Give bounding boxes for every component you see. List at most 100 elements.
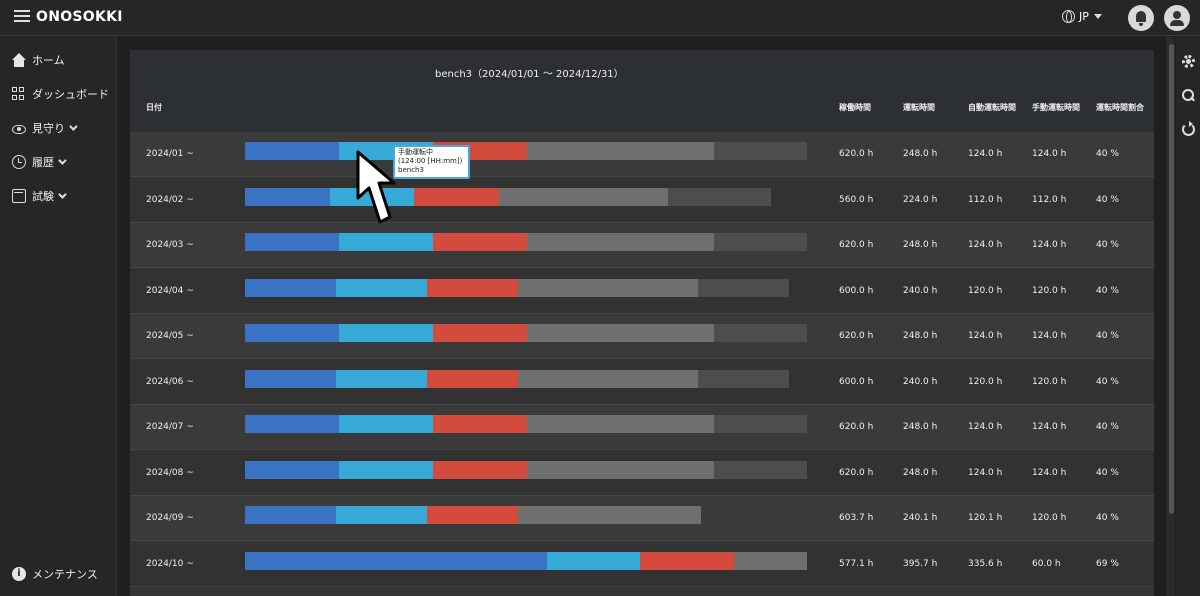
row-date: 2024/08 ~ <box>146 467 194 478</box>
row-auto-time: 124.0 h <box>968 467 1003 478</box>
timeline-bar[interactable] <box>245 506 701 524</box>
row-operating-time: 560.0 h <box>839 194 874 205</box>
bar-segment-red[interactable] <box>640 551 734 570</box>
table-row[interactable]: 2024/01 ~ 620.0 h 248.0 h 124.0 h 124.0 h 40 … <box>130 132 1154 177</box>
bar-segment-gray[interactable] <box>518 278 698 297</box>
row-operating-time: 577.1 h <box>839 558 874 569</box>
sidebar-item-history[interactable]: 履歴 <box>12 153 67 171</box>
row-operating-time: 600.0 h <box>839 376 874 387</box>
sidebar-item-label: ダッシュボード <box>32 88 109 101</box>
bar-segment-gray[interactable] <box>527 460 714 479</box>
tooltip-device: bench3 <box>398 166 424 174</box>
row-running-ratio: 40 % <box>1096 331 1119 341</box>
bar-segment-auto[interactable] <box>245 142 339 160</box>
table-row[interactable]: 2024/04 ~ 600.0 h 240.0 h 120.0 h 120.0 h 40 … <box>130 268 1154 314</box>
header-running-time: 運転時間 <box>903 103 935 112</box>
bar-segment-red[interactable] <box>433 324 527 342</box>
user-avatar-icon[interactable] <box>1164 5 1190 31</box>
bar-segment-auto[interactable] <box>245 369 336 388</box>
bar-segment-gray[interactable] <box>527 233 714 251</box>
timeline-bar[interactable] <box>245 460 807 479</box>
bar-segment-manual[interactable] <box>336 369 427 388</box>
bar-segment-auto[interactable] <box>245 506 336 524</box>
row-date: 2024/06 ~ <box>146 376 194 387</box>
bar-segment-red[interactable] <box>427 278 518 297</box>
timeline-bar[interactable] <box>245 187 771 206</box>
sidebar-item-monitor[interactable]: 見守り <box>12 119 78 137</box>
timeline-bar[interactable] <box>245 369 789 388</box>
row-manual-time: 124.0 h <box>1032 240 1067 250</box>
bar-segment-auto[interactable] <box>245 551 547 570</box>
bar-segment-manual[interactable] <box>339 324 433 342</box>
timeline-bar[interactable] <box>245 278 789 297</box>
bar-segment-dark[interactable] <box>714 142 807 160</box>
bar-segment-auto[interactable] <box>245 415 339 433</box>
header-running-ratio: 運転時間割合 <box>1096 103 1144 112</box>
bar-segment-auto[interactable] <box>245 460 339 479</box>
bar-segment-manual[interactable] <box>336 506 427 524</box>
eye-icon <box>12 124 26 134</box>
bar-segment-dark[interactable] <box>698 369 789 388</box>
bar-segment-dark[interactable] <box>714 324 807 342</box>
bar-segment-auto[interactable] <box>245 324 339 342</box>
bar-segment-dark[interactable] <box>698 278 789 297</box>
language-selector[interactable]: JP <box>1062 10 1102 23</box>
bar-segment-gray[interactable] <box>527 415 714 433</box>
bar-segment-dark[interactable] <box>714 460 807 479</box>
sidebar-item-test[interactable]: 試験 <box>12 187 67 205</box>
table-row[interactable]: 2024/06 ~ 600.0 h 240.0 h 120.0 h 120.0 h 40 … <box>130 359 1154 405</box>
timeline-bar[interactable] <box>245 324 807 342</box>
row-manual-time: 112.0 h <box>1032 194 1067 205</box>
row-running-time: 248.0 h <box>903 422 938 432</box>
timeline-bar[interactable] <box>245 142 807 160</box>
bar-segment-dark[interactable] <box>714 233 807 251</box>
row-date: 2024/05 ~ <box>146 331 194 341</box>
bar-segment-gray[interactable] <box>518 369 698 388</box>
bar-segment-manual[interactable] <box>547 551 640 570</box>
row-operating-time: 620.0 h <box>839 240 874 250</box>
bar-segment-red[interactable] <box>427 506 518 524</box>
bar-segment-manual[interactable] <box>339 233 433 251</box>
timeline-bar[interactable] <box>245 233 807 251</box>
sidebar-item-dashboard[interactable]: ダッシュボード <box>12 85 109 103</box>
bar-segment-red[interactable] <box>433 233 527 251</box>
bar-segment-manual[interactable] <box>339 460 433 479</box>
bar-segment-gray[interactable] <box>518 506 701 524</box>
table-row[interactable]: 2024/05 ~ 620.0 h 248.0 h 124.0 h 124.0 h 40 … <box>130 314 1154 359</box>
sidebar-item-maintenance[interactable]: i メンテナンス <box>12 565 98 583</box>
bar-segment-red[interactable] <box>414 187 499 206</box>
table-row[interactable]: 2024/08 ~ 620.0 h 248.0 h 124.0 h 124.0 h 40 … <box>130 450 1154 496</box>
table-row[interactable]: 2024/02 ~ 560.0 h 224.0 h 112.0 h 112.0 h 40 … <box>130 177 1154 223</box>
table-row[interactable]: 2024/10 ~ 577.1 h 395.7 h 335.6 h 60.0 h 69 % <box>130 541 1154 587</box>
table-row[interactable]: 2024/03 ~ 620.0 h 248.0 h 124.0 h 124.0 h 40 … <box>130 223 1154 268</box>
bar-segment-red[interactable] <box>433 460 527 479</box>
row-auto-time: 124.0 h <box>968 240 1003 250</box>
scrollbar-thumb[interactable] <box>1169 44 1174 514</box>
bar-segment-gray[interactable] <box>499 187 668 206</box>
row-manual-time: 124.0 h <box>1032 422 1067 432</box>
bar-segment-auto[interactable] <box>245 187 330 206</box>
bar-segment-manual[interactable] <box>339 415 433 433</box>
table-row[interactable]: 2024/09 ~ 603.7 h 240.1 h 120.1 h 120.0 h 40 … <box>130 496 1154 541</box>
bar-segment-gray[interactable] <box>734 551 807 570</box>
table-row[interactable]: 2024/07 ~ 620.0 h 248.0 h 124.0 h 124.0 h 40 … <box>130 405 1154 450</box>
hamburger-menu-icon[interactable] <box>14 10 30 26</box>
sidebar-item-home[interactable]: ホーム <box>12 51 65 69</box>
bar-segment-dark[interactable] <box>668 187 771 206</box>
bar-segment-auto[interactable] <box>245 233 339 251</box>
row-running-time: 248.0 h <box>903 467 938 478</box>
refresh-icon[interactable] <box>1182 121 1195 136</box>
timeline-bar[interactable] <box>245 551 807 570</box>
header-auto-time: 自動運転時間 <box>968 103 1016 112</box>
bar-segment-manual[interactable] <box>336 278 427 297</box>
settings-gear-icon[interactable] <box>1182 55 1195 68</box>
timeline-bar[interactable] <box>245 415 807 433</box>
bar-segment-dark[interactable] <box>714 415 807 433</box>
bar-segment-red[interactable] <box>433 415 527 433</box>
bar-segment-gray[interactable] <box>527 142 714 160</box>
search-icon[interactable] <box>1182 89 1195 102</box>
notification-bell-icon[interactable] <box>1128 5 1154 31</box>
bar-segment-auto[interactable] <box>245 278 336 297</box>
bar-segment-red[interactable] <box>427 369 518 388</box>
bar-segment-gray[interactable] <box>527 324 714 342</box>
